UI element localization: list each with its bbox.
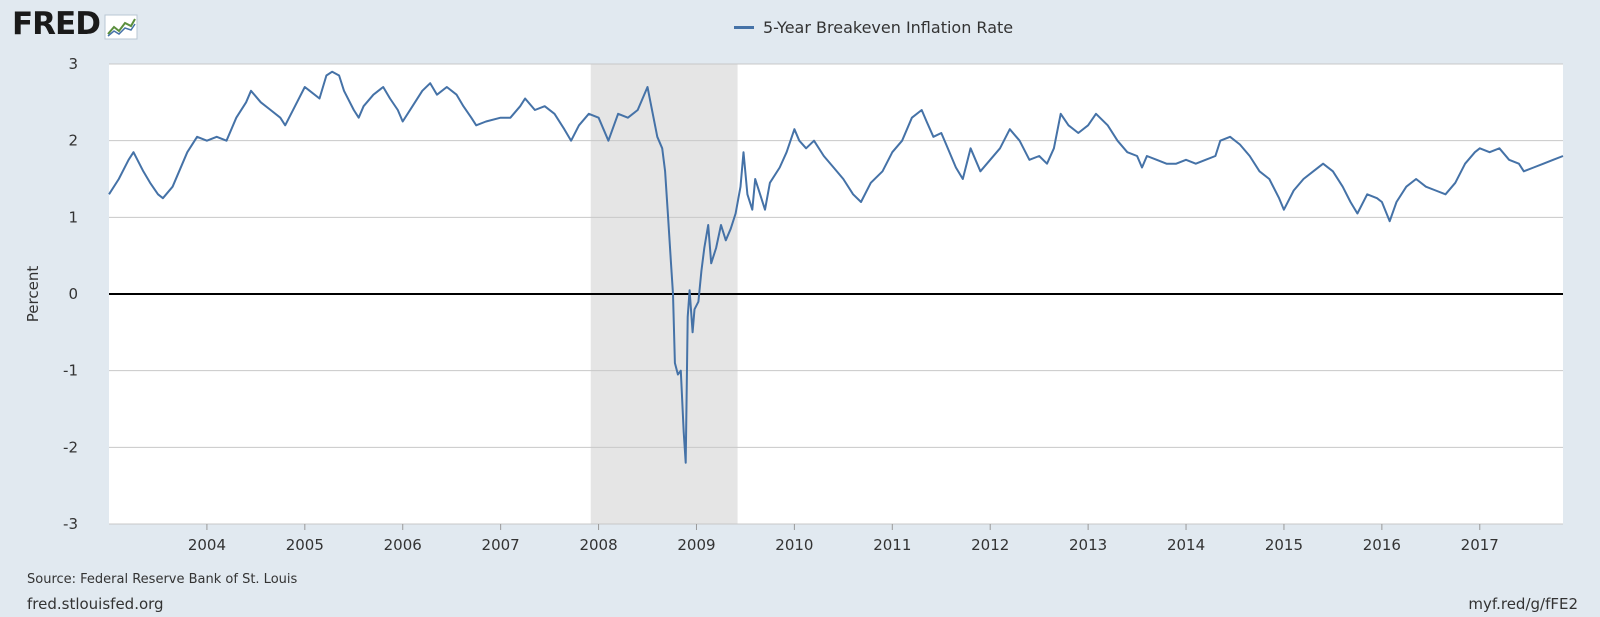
x-tick-label: 2005 — [286, 536, 324, 554]
x-tick-label: 2017 — [1461, 536, 1499, 554]
x-tick-label: 2011 — [873, 536, 911, 554]
y-axis-title: Percent — [24, 266, 42, 323]
chart-line-icon — [104, 14, 138, 40]
legend-label: 5-Year Breakeven Inflation Rate — [763, 18, 1014, 37]
grid-lines — [109, 63, 1563, 525]
y-axis-labels: -3 -2 -1 0 1 2 3 — [63, 55, 78, 533]
x-tick-label: 2010 — [775, 536, 813, 554]
x-tick-label: 2008 — [579, 536, 617, 554]
short-link[interactable]: myf.red/g/fFE2 — [1468, 595, 1578, 613]
x-axis-labels: 2004 2005 2006 2007 2008 2009 2010 2011 2012 2013… — [188, 524, 1499, 554]
x-tick-label: 2006 — [384, 536, 422, 554]
x-tick-label: 2014 — [1167, 536, 1205, 554]
y-tick-label: -1 — [63, 362, 78, 380]
x-tick-label: 2013 — [1069, 536, 1107, 554]
x-tick-label: 2015 — [1265, 536, 1303, 554]
y-tick-label: 2 — [68, 132, 78, 150]
y-tick-label: 0 — [68, 285, 78, 303]
y-tick-label: -3 — [63, 515, 78, 533]
x-tick-label: 2004 — [188, 536, 226, 554]
x-tick-label: 2009 — [677, 536, 715, 554]
x-tick-label: 2012 — [971, 536, 1009, 554]
site-link[interactable]: fred.stlouisfed.org — [27, 595, 164, 613]
x-tick-label: 2007 — [482, 536, 520, 554]
y-tick-label: -2 — [63, 438, 78, 456]
chart-legend[interactable]: 5-Year Breakeven Inflation Rate — [734, 18, 1013, 37]
fred-logo-text: FRED — [12, 6, 101, 42]
source-note: Source: Federal Reserve Bank of St. Loui… — [27, 572, 298, 587]
y-tick-label: 3 — [68, 55, 78, 73]
legend-swatch — [734, 26, 754, 29]
fred-logo[interactable]: FRED — [12, 6, 138, 42]
x-tick-label: 2016 — [1363, 536, 1401, 554]
series-line-5y-breakeven[interactable] — [108, 70, 1564, 464]
y-tick-label: 1 — [68, 208, 78, 226]
